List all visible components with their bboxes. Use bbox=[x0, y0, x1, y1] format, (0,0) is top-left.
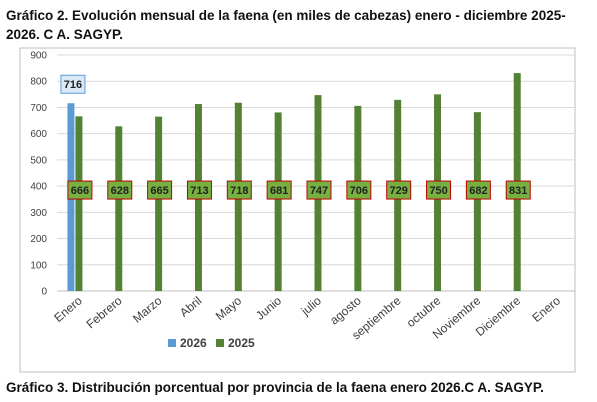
y-tick-label: 300 bbox=[30, 208, 47, 219]
bar-2025-febrero bbox=[115, 126, 123, 291]
y-tick-label: 100 bbox=[30, 260, 47, 271]
bar-2025-junio bbox=[274, 112, 282, 291]
data-label-box-2025 bbox=[386, 180, 412, 200]
data-label-2025: 628 bbox=[111, 185, 129, 197]
data-label-box-2025 bbox=[186, 180, 212, 200]
data-label-box-2025 bbox=[147, 180, 173, 200]
bar-2025-marzo bbox=[155, 116, 163, 291]
data-label-box-2025 bbox=[426, 180, 452, 200]
data-label-box-2026 bbox=[60, 74, 86, 94]
data-label-2025: 729 bbox=[390, 185, 408, 197]
chart-heading: Gráfico 2. Evolución mensual de la faena… bbox=[6, 8, 566, 42]
data-label-2025: 681 bbox=[270, 185, 288, 197]
y-tick-label: 600 bbox=[30, 129, 47, 140]
data-label-2025: 666 bbox=[71, 185, 89, 197]
y-tick-label: 400 bbox=[30, 182, 47, 193]
data-label-2025: 747 bbox=[310, 185, 328, 197]
next-chart-heading: Gráfico 3. Distribución porcentual por p… bbox=[6, 380, 544, 395]
data-label-box-2025 bbox=[107, 180, 133, 200]
data-label-2025: 750 bbox=[429, 185, 447, 197]
chart-frame bbox=[19, 47, 576, 373]
data-label-2025: 665 bbox=[150, 185, 168, 197]
bar-2025-noviembre bbox=[473, 112, 481, 291]
y-tick-label: 800 bbox=[30, 77, 47, 88]
data-label-box-2025 bbox=[505, 180, 531, 200]
bar-2025-enero bbox=[75, 116, 83, 291]
legend-label-2026: 2026 bbox=[180, 336, 207, 350]
data-label-2025: 706 bbox=[350, 185, 368, 197]
data-label-box-2025 bbox=[346, 180, 372, 200]
data-label-box-2025 bbox=[266, 180, 292, 200]
data-label-2026: 716 bbox=[64, 79, 82, 91]
data-label-2025: 718 bbox=[230, 185, 248, 197]
data-label-box-2025 bbox=[306, 180, 332, 200]
legend-swatch-2026 bbox=[168, 339, 176, 347]
legend-swatch-2025 bbox=[216, 339, 224, 347]
y-tick-label: 700 bbox=[30, 103, 47, 114]
legend-label-2025: 2025 bbox=[228, 336, 255, 350]
y-tick-label: 900 bbox=[30, 51, 47, 62]
data-label-box-2025 bbox=[226, 180, 252, 200]
y-tick-label: 200 bbox=[30, 234, 47, 245]
data-label-box-2025 bbox=[465, 180, 491, 200]
data-label-2025: 831 bbox=[509, 185, 527, 197]
data-label-2025: 713 bbox=[190, 185, 208, 197]
data-label-box-2025 bbox=[67, 180, 93, 200]
y-tick-label: 500 bbox=[30, 155, 47, 166]
data-label-2025: 682 bbox=[469, 185, 487, 197]
y-tick-label: 0 bbox=[41, 287, 47, 298]
